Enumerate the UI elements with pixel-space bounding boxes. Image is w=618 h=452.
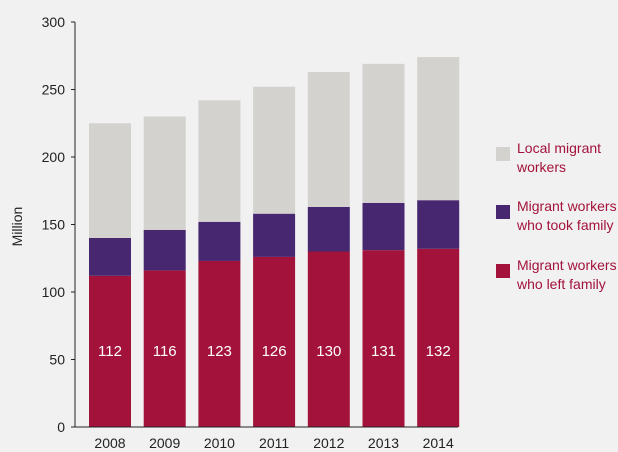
data-label-2012: 130: [316, 343, 341, 360]
bar-segment-local-2012: [307, 71, 350, 207]
legend: Local migrant workers Migrant workers who t…: [496, 140, 617, 292]
x-tick-label-2012: 2012: [313, 435, 344, 451]
legend-swatch-local-migrant-workers: [496, 147, 510, 161]
bar-segment-local-2010: [198, 100, 241, 222]
legend-label-migrant-workers-who-left-family-line1: Migrant workers: [517, 257, 617, 273]
data-label-2014: 132: [426, 343, 451, 360]
bar-segment-local-2013: [362, 63, 405, 203]
y-axis-ticks: 0 50 100 150 200 250 300: [42, 14, 75, 435]
bar-segment-took-family-2008: [89, 238, 131, 276]
legend-label-migrant-workers-who-left-family-line2: who left family: [516, 276, 606, 292]
data-label-2009: 116: [153, 343, 177, 360]
bar-segment-took-family-2013: [362, 202, 405, 251]
y-tick-label-0: 0: [57, 419, 65, 435]
x-axis-ticks: 2008 2009 2010 2011 2012 2013 2014: [94, 435, 454, 451]
y-tick-label-200: 200: [42, 149, 66, 165]
bar-segment-local-2008: [89, 123, 131, 238]
bar-segment-left-family-2008: [89, 275, 131, 427]
bar-segment-left-family-2010: [198, 260, 241, 427]
bar-segment-took-family-2010: [198, 221, 241, 261]
bar-segment-took-family-2012: [307, 206, 350, 252]
legend-swatch-migrant-workers-who-took-family: [496, 205, 510, 219]
bar-segment-left-family-2009: [143, 270, 186, 427]
data-labels-group: 112 116 123 126 130 131 132: [98, 343, 451, 360]
data-label-2010: 123: [207, 343, 232, 360]
bar-segment-left-family-2011: [253, 256, 296, 427]
legend-label-migrant-workers-who-took-family-line2: who took family: [516, 217, 613, 233]
y-tick-label-150: 150: [42, 217, 66, 233]
y-tick-label-250: 250: [42, 82, 66, 98]
x-tick-label-2011: 2011: [259, 435, 289, 451]
x-tick-label-2013: 2013: [368, 435, 399, 451]
legend-swatch-migrant-workers-who-left-family: [496, 264, 510, 278]
bar-segment-left-family-2013: [362, 250, 405, 427]
data-label-2011: 126: [262, 343, 287, 360]
bar-segment-local-2011: [253, 86, 296, 214]
bar-segment-took-family-2014: [417, 200, 460, 249]
bar-segment-left-family-2014: [417, 248, 460, 427]
y-tick-label-100: 100: [42, 284, 66, 300]
x-tick-label-2008: 2008: [94, 435, 125, 451]
data-label-2013: 131: [371, 343, 396, 360]
x-tick-label-2014: 2014: [423, 435, 454, 451]
legend-label-local-migrant-workers-line1: Local migrant: [517, 140, 601, 156]
data-label-2008: 112: [98, 343, 122, 360]
y-tick-label-50: 50: [49, 352, 65, 368]
bar-segment-local-2014: [417, 57, 460, 201]
legend-label-local-migrant-workers-line2: workers: [516, 159, 566, 175]
y-tick-label-300: 300: [42, 14, 66, 30]
y-axis-label: Million: [9, 207, 25, 247]
bars-group: [89, 57, 460, 427]
legend-label-migrant-workers-who-took-family-line1: Migrant workers: [517, 198, 617, 214]
bar-segment-took-family-2009: [143, 229, 186, 271]
bar-segment-left-family-2012: [307, 251, 350, 427]
x-tick-label-2010: 2010: [204, 435, 235, 451]
bar-segment-local-2009: [143, 116, 186, 230]
x-tick-label-2009: 2009: [149, 435, 180, 451]
bar-segment-took-family-2011: [253, 213, 296, 257]
